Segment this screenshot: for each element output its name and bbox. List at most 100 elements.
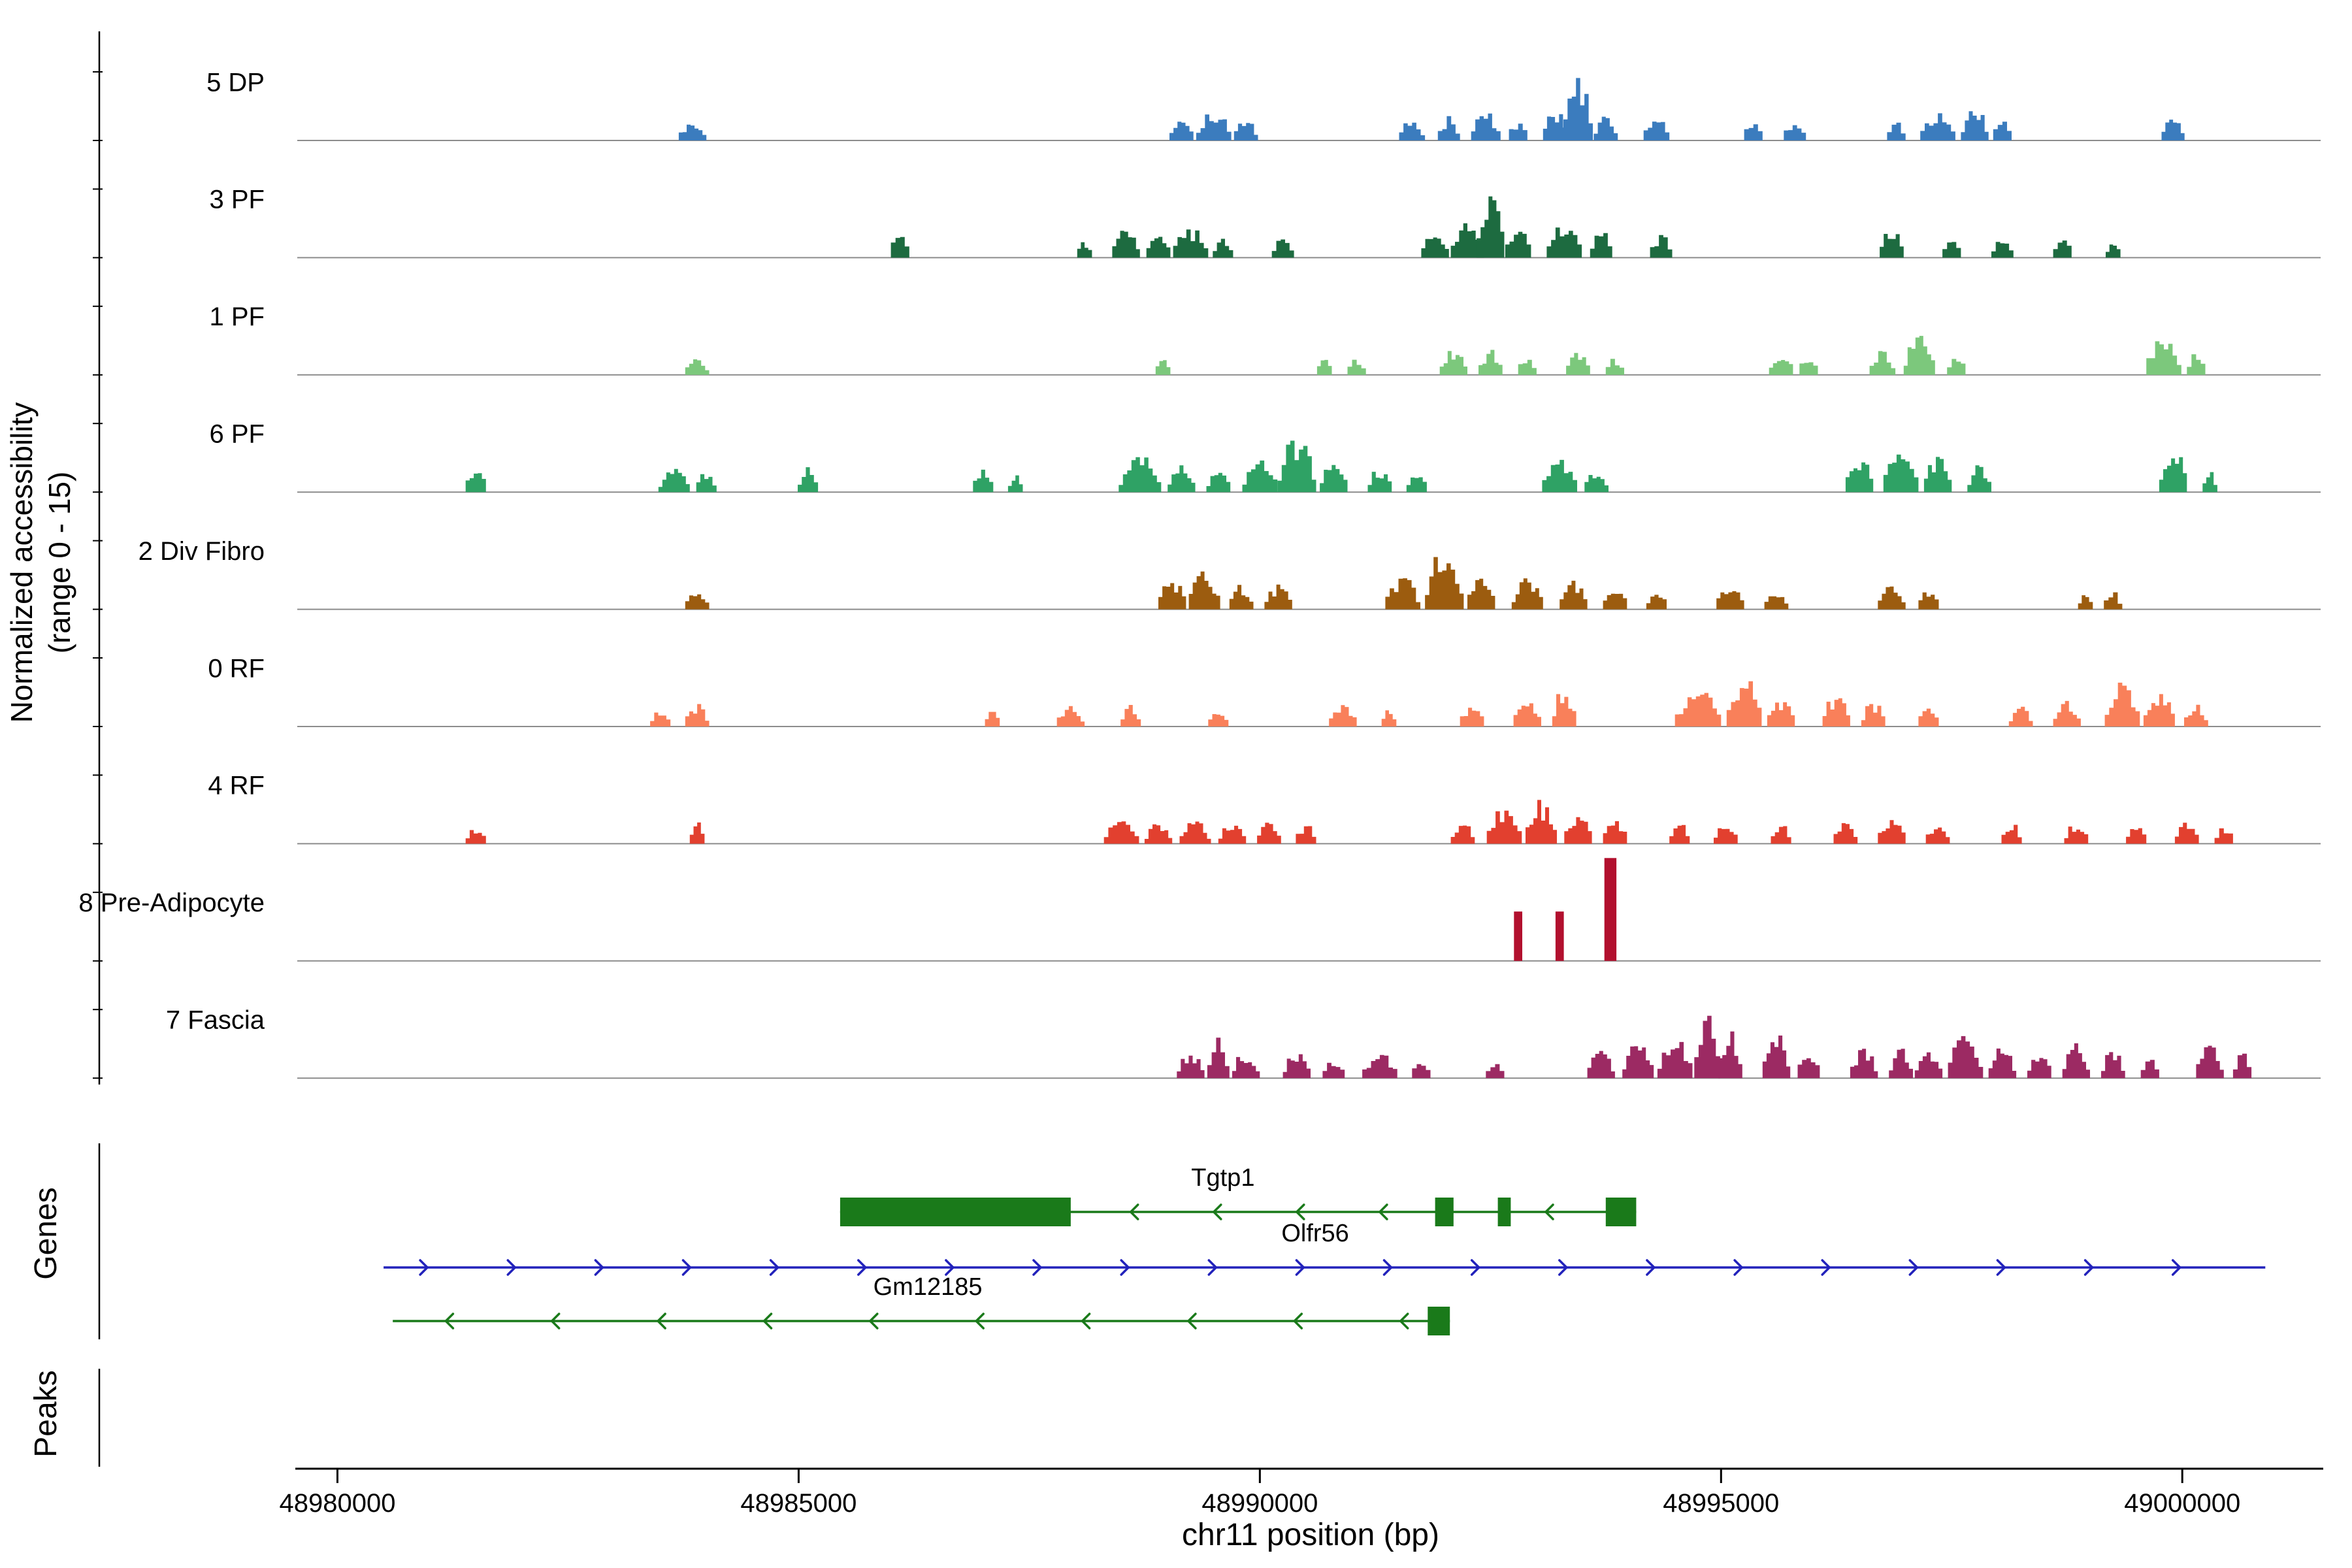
track-label: 8 Pre-Adipocyte [78,889,265,917]
signal-peak [1542,459,1577,493]
signal-peak [1833,823,1858,844]
strand-arrow [1129,1203,1139,1220]
signal-peak [1784,125,1806,140]
signal-peak [2053,240,2072,258]
signal-peak [1993,122,2012,140]
signal-peak [1546,227,1582,258]
signal-peak [1329,705,1357,727]
signal-peak [1158,583,1186,610]
signal-peak [2064,826,2089,844]
signal-peak [1526,800,1557,844]
signal-peak [1347,359,1366,375]
signal-peak [1169,122,1194,140]
strand-arrow [550,1313,561,1330]
signal-peak [890,237,909,258]
signal-peak [1264,584,1292,610]
gene-exon [840,1198,1071,1226]
signal-peak [1177,1055,1205,1079]
signal-peak [1518,359,1537,375]
signal-peak [678,124,707,140]
signal-peak [1850,1049,1878,1079]
signal-peak [658,468,690,493]
signal-peak [1869,351,1896,375]
signal-peak [2053,700,2081,727]
signal-peak [1920,113,1955,140]
track-label: 0 RF [208,654,265,683]
signal-peak [1714,828,1738,844]
signal-peak [1914,1052,1943,1079]
signal-peak [1439,351,1467,375]
signal-peak [2078,595,2093,610]
signal-peak [973,469,994,493]
signal-peak [1155,360,1171,375]
signal-peak [2202,472,2217,493]
signal-peak [1173,229,1209,258]
x-tick-label: 48985000 [740,1489,857,1518]
signal-peak [465,830,486,844]
signal-peak [1762,1036,1791,1079]
signal-peak [1883,454,1919,493]
strand-arrow [1996,1259,2006,1276]
strand-arrow [1187,1313,1197,1330]
signal-peak [1509,123,1527,140]
signal-peak [1322,1062,1345,1079]
signal-peak [1584,475,1609,493]
signal-peak [1878,820,1906,844]
track-label: 7 Fascia [166,1006,265,1035]
signal-peak [1168,465,1196,493]
track-label: 1 PF [210,302,265,331]
signal-peak [1878,586,1906,610]
signal-peak [1232,1056,1260,1079]
signal-peak [2161,120,2185,140]
signal-peak [1603,821,1627,844]
strand-arrow [1399,1313,1409,1330]
signal-peak [1296,826,1316,844]
signal-peak [1942,242,1961,258]
signal-bar [1514,911,1522,961]
signal-peak [1385,578,1420,610]
signal-peak [1316,359,1332,375]
strand-arrow [1379,1203,1388,1220]
signal-peak [1603,593,1627,610]
signal-peak [1437,116,1460,140]
signal-peak [1120,705,1141,727]
signal-peak [1563,78,1593,140]
x-tick-label: 49000000 [2124,1489,2240,1518]
signal-peak [1320,465,1348,493]
signal-peak [1590,233,1612,258]
signal-peak [2184,704,2208,727]
signal-peak [1764,596,1789,610]
signal-peak [465,473,486,493]
signal-peak [1242,460,1278,493]
signal-peak [2001,825,2022,844]
signal-peak [2232,1053,2252,1079]
signal-peak [1450,223,1484,258]
signal-peak [1880,234,1904,258]
signal-peak [1887,122,1906,140]
signal-peak [1271,239,1294,258]
signal-peak [1669,825,1690,844]
signal-bar [1604,858,1617,961]
signal-peak [1367,472,1392,493]
signal-peak [2174,823,2199,844]
signal-peak [1399,122,1426,140]
signal-peak [1903,336,1935,375]
signal-peak [1406,477,1427,493]
strand-arrow [506,1259,517,1276]
signal-peak [1233,123,1258,140]
signal-peak [1587,1051,1615,1079]
signal-peak [1513,703,1541,727]
signal-peak [2214,828,2233,844]
signal-peak [1718,1031,1742,1079]
signal-peak [1918,708,1939,727]
signal-peak [1007,475,1023,493]
signal-peak [1119,457,1162,493]
signal-peak [1674,693,1722,727]
signal-peak [1218,825,1247,844]
signal-peak [1144,824,1173,844]
signal-peak [1478,350,1503,375]
signal-peak [1771,826,1791,844]
strand-arrow [1821,1259,1831,1276]
